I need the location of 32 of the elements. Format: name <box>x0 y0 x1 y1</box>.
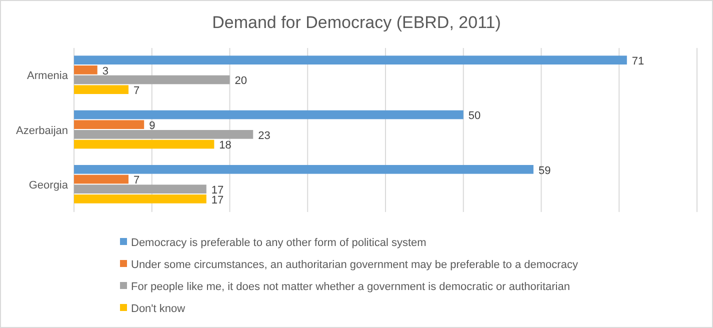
bar <box>74 65 98 74</box>
data-label: 50 <box>468 110 481 122</box>
data-label: 23 <box>258 130 270 142</box>
y-tick-label: Armenia <box>27 70 69 82</box>
legend-label: Democracy is preferable to any other form of political system <box>131 236 426 249</box>
data-label: 9 <box>149 120 156 132</box>
bar <box>74 56 627 64</box>
bar <box>74 110 464 120</box>
legend-label: For people like me, it does not matter whether a government is democratic or authoritarian <box>131 280 570 293</box>
bar <box>74 140 214 149</box>
data-label: 3 <box>102 65 108 78</box>
data-label: 20 <box>234 75 247 88</box>
legend-label: Don't know <box>131 302 186 315</box>
bar <box>74 130 254 139</box>
data-label: 59 <box>538 164 551 177</box>
y-tick-label: Georgia <box>28 180 69 192</box>
bar <box>74 120 144 129</box>
data-label: 7 <box>134 84 140 97</box>
bar <box>74 184 206 194</box>
bar <box>74 85 129 94</box>
chart-title: Demand for Democracy (EBRD, 2011) <box>212 13 501 32</box>
data-label: 7 <box>134 174 140 187</box>
bar <box>74 174 129 184</box>
data-label: 17 <box>211 194 224 206</box>
bar <box>74 164 534 174</box>
data-label: 18 <box>219 140 232 152</box>
legend-label: Under some circumstances, an authoritarian government may be preferable to a democracy <box>131 258 578 271</box>
y-tick-label: Azerbaijan <box>16 124 68 137</box>
bar <box>74 75 230 84</box>
bar <box>74 194 206 204</box>
data-label: 71 <box>632 55 644 68</box>
data-label: 17 <box>211 184 224 196</box>
